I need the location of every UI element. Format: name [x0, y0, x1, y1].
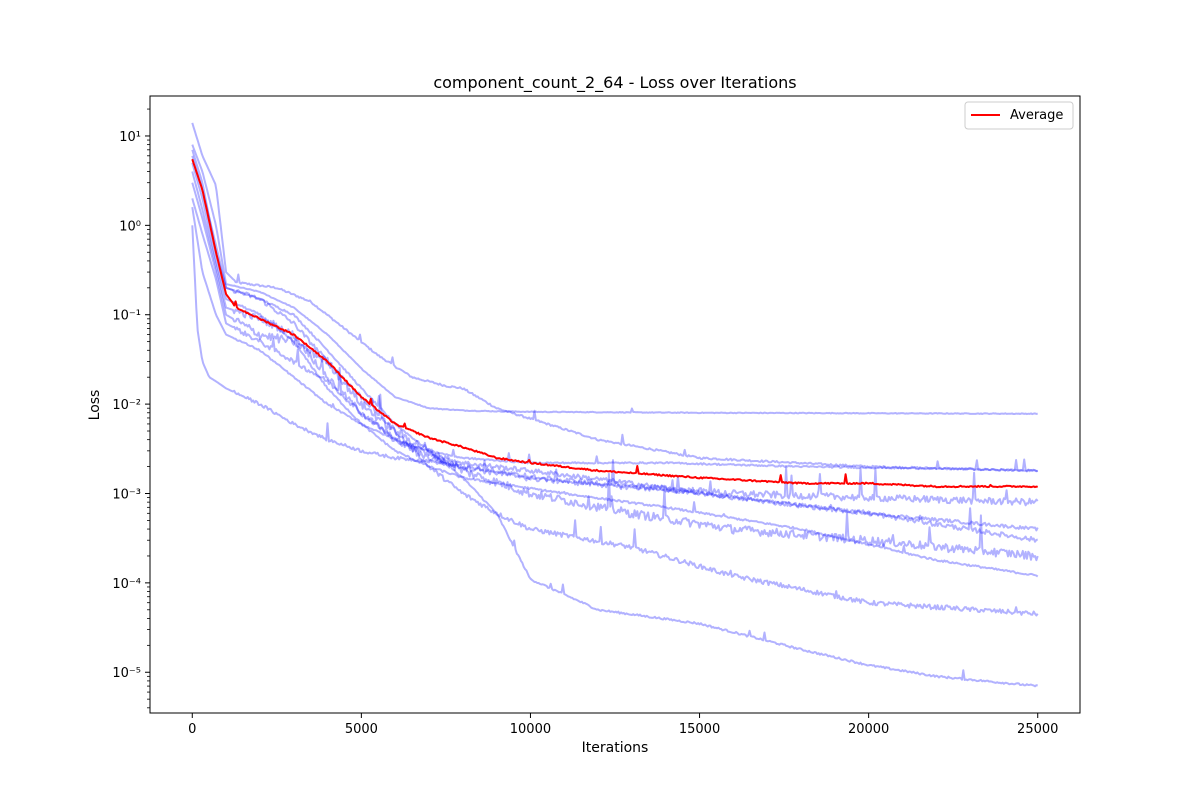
run-line [191, 149, 1038, 688]
run-line [191, 162, 1039, 578]
legend-label-average: Average [1010, 108, 1063, 123]
x-axis-label: Iterations [582, 740, 649, 756]
average-line [191, 158, 1038, 489]
run-line [191, 144, 1038, 416]
run-line [191, 225, 1039, 532]
run-line [191, 198, 1038, 543]
average-line-group [191, 158, 1038, 489]
y-tick-label: 10¹ [119, 130, 141, 145]
run-line [191, 206, 1039, 473]
x-axis-ticks: 0 5000 10000 15000 20000 25000 [188, 713, 1058, 737]
y-tick-label: 10⁻³ [112, 487, 141, 502]
y-tick-label: 10⁰ [119, 219, 141, 234]
y-tick-label: 10⁻⁴ [112, 577, 141, 592]
chart-title: component_count_2_64 - Loss over Iterati… [433, 73, 796, 93]
x-tick-label: 25000 [1017, 722, 1058, 737]
x-tick-label: 10000 [510, 722, 551, 737]
legend-box [964, 101, 1074, 130]
y-tick-label: 10⁻⁵ [112, 666, 141, 681]
y-axis-label: Loss [87, 390, 103, 421]
x-tick-label: 15000 [679, 722, 720, 737]
run-line [191, 122, 1038, 473]
x-tick-label: 5000 [345, 722, 378, 737]
legend: Average [964, 101, 1074, 130]
x-tick-label: 20000 [848, 722, 889, 737]
run-line [191, 171, 1039, 507]
x-tick-label: 0 [188, 722, 196, 737]
run-line [191, 182, 1039, 562]
y-axis-ticks: 10⁻⁵ 10⁻⁴ 10⁻³ 10⁻² 10⁻¹ 10⁰ 10¹ [112, 108, 150, 709]
y-tick-label: 10⁻² [112, 398, 141, 413]
y-tick-label: 10⁻¹ [112, 309, 141, 324]
